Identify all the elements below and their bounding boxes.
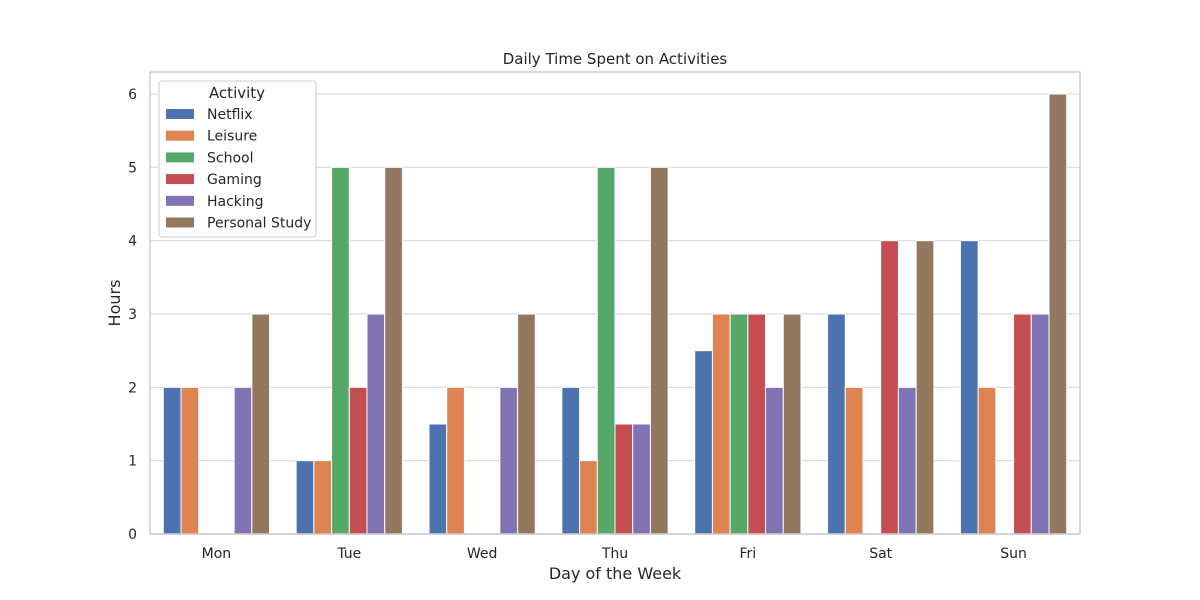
- plot-area-frame: [149, 71, 1081, 535]
- legend-swatch-leisure: [166, 130, 194, 141]
- x-tick-label-wed: Wed: [467, 546, 498, 562]
- x-axis-ticks: Mon Tue Wed Thu Fri Sat Sun: [202, 546, 1027, 562]
- bar-sat-leisure: [844, 386, 864, 535]
- y-tick-label: 2: [128, 380, 137, 396]
- bar-tue-gaming: [348, 386, 368, 535]
- x-tick-label-sat: Sat: [869, 546, 892, 562]
- bar-sun-gaming: [1013, 313, 1032, 535]
- y-tick-label: 1: [128, 454, 137, 470]
- legend-label: Netflix: [207, 107, 253, 123]
- x-tick-label-mon: Mon: [202, 546, 232, 562]
- bar-fri-leisure: [711, 313, 731, 535]
- bar-tue-personal-study: [384, 166, 403, 535]
- bar-tue-netflix: [295, 460, 315, 535]
- x-tick-label-fri: Fri: [740, 546, 757, 562]
- bar-sun-hacking: [1030, 313, 1050, 535]
- y-tick-label: 4: [128, 234, 137, 250]
- legend-label: Leisure: [207, 129, 257, 145]
- y-tick-label: 6: [128, 87, 137, 103]
- x-axis-label: Day of the Week: [549, 564, 682, 583]
- bar-tue-hacking: [366, 313, 386, 535]
- bar-wed-netflix: [428, 423, 448, 535]
- bar-wed-personal-study: [517, 313, 536, 535]
- legend-title: Activity: [209, 84, 265, 102]
- y-axis-ticks: 0 1 2 3 4 5 6: [128, 87, 137, 543]
- bar-mon-leisure: [180, 386, 200, 535]
- legend-swatch-hacking: [166, 195, 194, 206]
- bar-wed-leisure: [446, 386, 465, 535]
- x-tick-label-tue: Tue: [336, 546, 361, 562]
- legend-swatch-gaming: [166, 174, 194, 185]
- y-tick-label: 5: [128, 160, 137, 176]
- x-tick-label-sun: Sun: [1000, 546, 1027, 562]
- bar-fri-personal-study: [782, 313, 802, 535]
- legend-swatch-school: [166, 152, 194, 163]
- bar-thu-leisure: [579, 460, 598, 535]
- bar-thu-personal-study: [649, 166, 669, 535]
- bar-sun-leisure: [977, 386, 997, 535]
- bar-thu-hacking: [632, 423, 651, 535]
- bar-mon-personal-study: [251, 313, 271, 535]
- chart-title: Daily Time Spent on Activities: [503, 50, 728, 68]
- y-tick-label: 0: [128, 527, 137, 543]
- legend-label: School: [207, 150, 253, 166]
- bar-sun-personal-study: [1048, 93, 1068, 535]
- legend-label: Gaming: [207, 172, 262, 188]
- bar-sat-gaming: [880, 240, 899, 535]
- bar-fri-netflix: [694, 350, 713, 535]
- bar-fri-gaming: [747, 313, 767, 535]
- y-axis-label: Hours: [105, 280, 124, 327]
- bar-tue-leisure: [313, 460, 333, 535]
- legend-label: Personal Study: [207, 216, 311, 232]
- bars: [162, 93, 1068, 535]
- bar-sat-netflix: [827, 313, 846, 535]
- bar-thu-netflix: [561, 386, 581, 535]
- bar-fri-hacking: [765, 386, 784, 535]
- bar-sat-personal-study: [915, 240, 935, 535]
- bar-thu-gaming: [614, 423, 634, 535]
- bar-sat-hacking: [897, 386, 917, 535]
- legend-box: [158, 80, 317, 238]
- bar-sun-netflix: [959, 240, 979, 535]
- bar-thu-school: [596, 166, 616, 535]
- bar-fri-school: [729, 313, 749, 535]
- bar-mon-hacking: [233, 386, 253, 535]
- legend: Activity Netflix Leisure School Gaming Hacki…: [158, 80, 317, 238]
- bar-mon-netflix: [162, 386, 182, 535]
- legend-swatch-netflix: [166, 109, 194, 119]
- legend-swatch-personal-study: [166, 217, 194, 228]
- y-tick-label: 3: [128, 307, 137, 323]
- bar-tue-school: [331, 166, 350, 535]
- legend-label: Hacking: [207, 194, 264, 210]
- x-tick-label-thu: Thu: [601, 546, 628, 562]
- bar-wed-hacking: [499, 386, 519, 535]
- legend-items: Netflix Leisure School Gaming Hacking Persona…: [166, 107, 311, 232]
